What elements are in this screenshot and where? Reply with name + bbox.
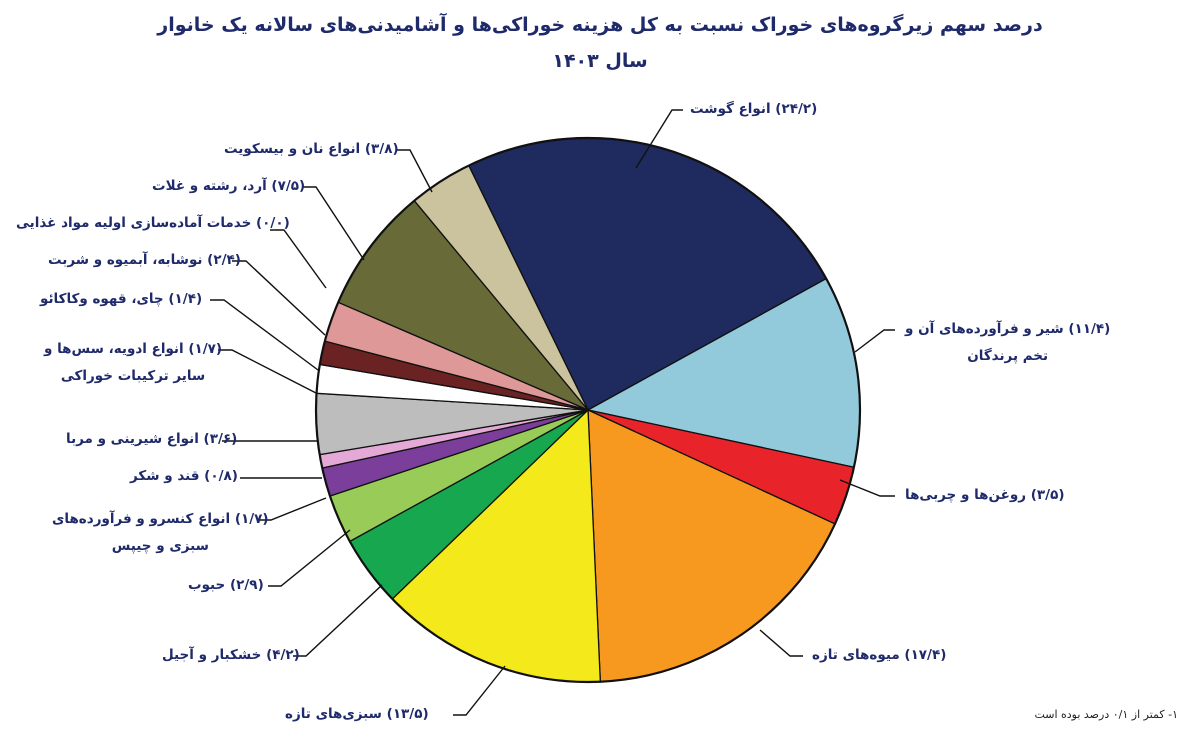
slice-label: (۳/۵) روغن‌ها و چربی‌ها [905, 487, 1065, 503]
slice-label: (۰/۰) خدمات آماده‌سازی اولیه مواد غذایی [16, 215, 290, 231]
slice-label: (۲/۴) نوشابه، آبمیوه و شربت [48, 252, 241, 268]
slice-label: (۲۴/۲) انواع گوشت [690, 101, 818, 117]
slice-label: (۱۳/۵) سبزی‌های تازه [285, 706, 429, 722]
footnote: ۱- کمتر از ۰/۱ درصد بوده است [1034, 708, 1178, 721]
slice-label: (۱۷/۴) میوه‌های تازه [812, 647, 947, 663]
slice-label: (۷/۵) آرد، رشته و غلات [152, 178, 306, 194]
chart-title: درصد سهم زیرگروه‌های خوراک نسبت به کل هز… [157, 14, 1043, 36]
slice-label: (۱/۷) انواع ادویه، سس‌ها و سایر ترکیبات خ… [44, 341, 223, 384]
slice-label: (۱۱/۴) شیر و فرآورده‌های آن و تخم پرندگان [905, 321, 1111, 364]
slice-label: (۱/۴) چای، قهوه وکاکائو [40, 291, 203, 307]
chart-subtitle-year: سال ۱۴۰۳ [552, 50, 648, 72]
slice-label: (۳/۸) انواع نان و بیسکویت [224, 141, 399, 157]
slice-label: (۲/۹) حبوب [188, 577, 264, 593]
slice-label: (۴/۲) خشکبار و آجیل [162, 647, 300, 663]
slice-label: (۳/۶) انواع شیرینی و مربا [66, 431, 238, 447]
slice-label: (۰/۸) قند و شکر [130, 468, 238, 484]
slice-label: (۱/۷) انواع کنسرو و فرآورده‌های سبزی و چی… [52, 511, 269, 554]
